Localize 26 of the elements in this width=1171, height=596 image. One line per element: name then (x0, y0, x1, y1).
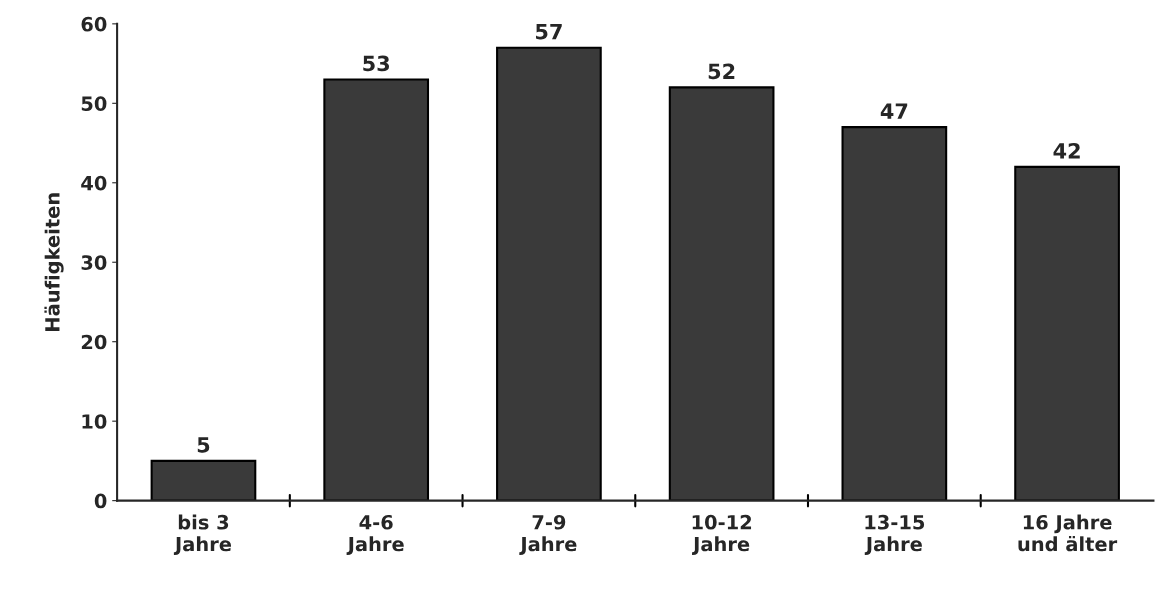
y-tick-label: 60 (81, 16, 107, 32)
data-label: 47 (880, 103, 908, 119)
x-tick-label: bis 3 Jahre (173, 514, 232, 555)
y-tick-label: 10 (82, 414, 107, 429)
data-label: 5 (197, 437, 210, 453)
bar (496, 46, 602, 501)
y-tick-label: 20 (81, 334, 107, 350)
x-tick-label: 13-15 Jahre (864, 514, 925, 555)
bar (1014, 165, 1120, 501)
x-tick-label: 16 Jahre und älter (1018, 514, 1118, 552)
data-label: 42 (1053, 142, 1080, 159)
y-tick-label: 50 (81, 96, 107, 111)
x-tick-label: 10-12 Jahre (692, 514, 752, 555)
x-tick-label: 4-6 Jahre (346, 514, 404, 555)
bar (323, 78, 430, 501)
data-label: 52 (708, 63, 735, 80)
y-tick-label: 30 (81, 255, 107, 270)
data-label: 57 (536, 23, 562, 40)
y-tick-label: 0 (94, 493, 107, 509)
data-label: 53 (363, 55, 390, 72)
bar (841, 126, 948, 501)
bar (150, 459, 257, 501)
y-tick-label: 40 (81, 175, 107, 191)
x-tick-label: 7-9 Jahre (519, 514, 577, 555)
y-axis-title: Häufigkeiten (44, 193, 64, 331)
bar (668, 86, 775, 501)
